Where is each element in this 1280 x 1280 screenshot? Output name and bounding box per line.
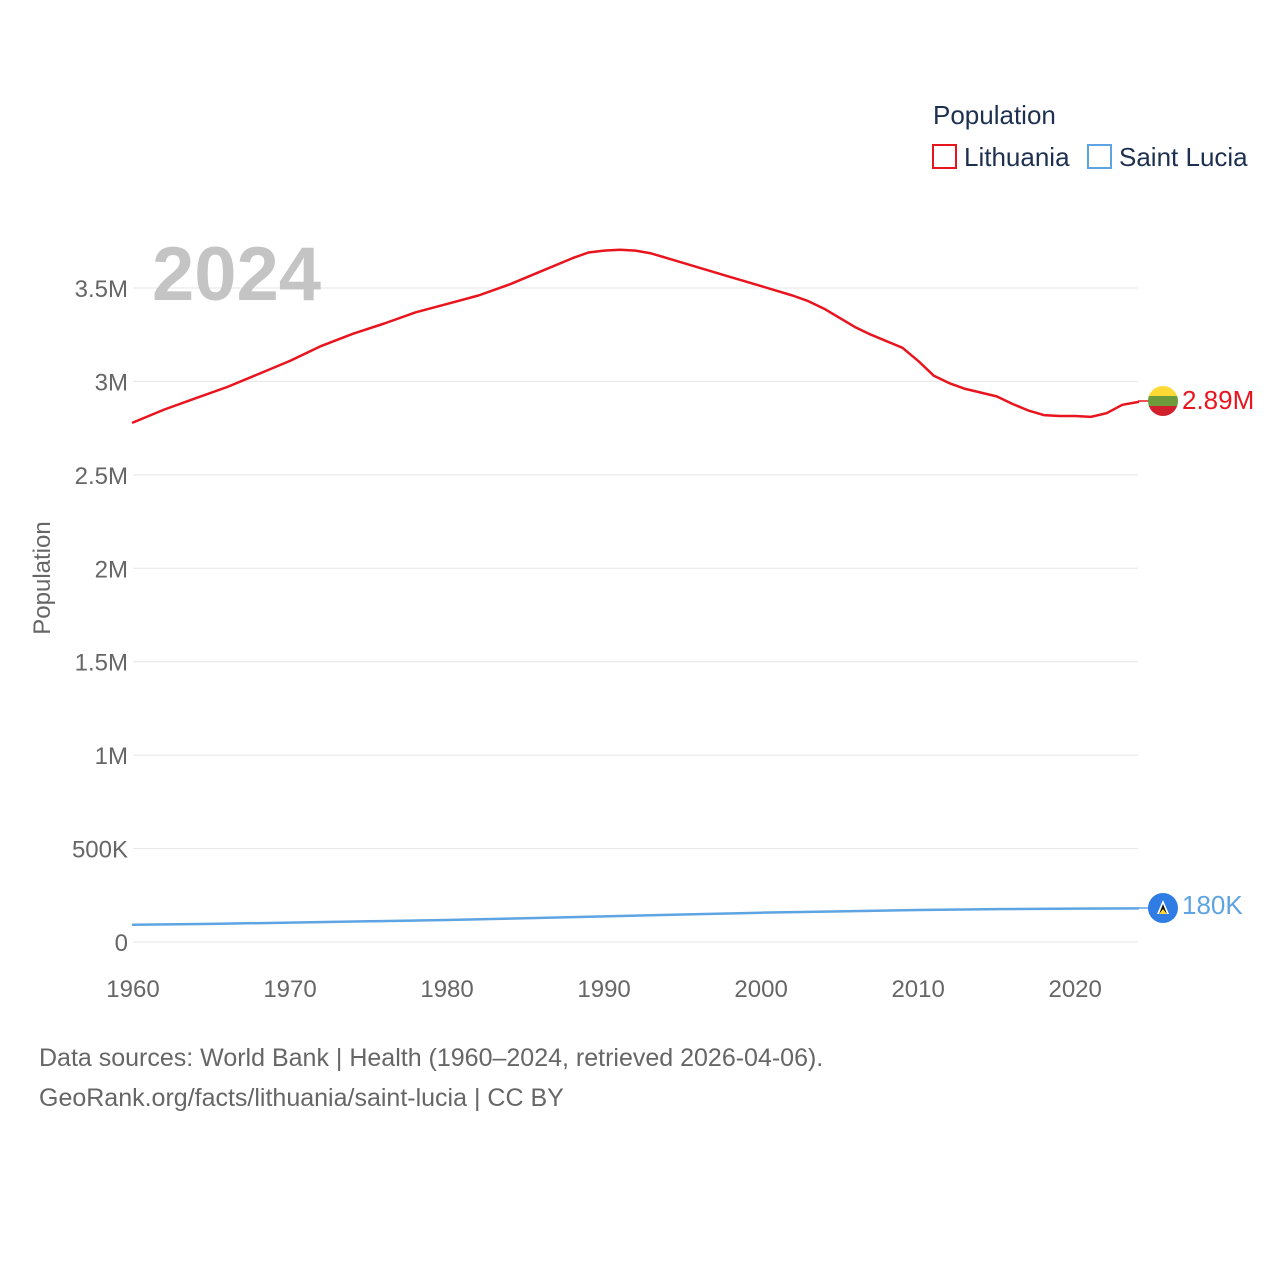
legend: Population Lithuania Saint Lucia xyxy=(932,100,1248,172)
saint-lucia-flag-icon xyxy=(1148,893,1178,923)
series-line-saint-lucia xyxy=(131,907,1140,927)
grid-lines xyxy=(133,287,1138,943)
legend-swatch-saint-lucia xyxy=(1087,144,1112,169)
x-tick-label: 1970 xyxy=(263,976,316,1003)
lithuania-flag-icon xyxy=(1148,386,1178,416)
x-tick-label: 2020 xyxy=(1048,976,1101,1003)
y-axis-ticks: 0 500K 1M 1.5M 2M 2.5M 3M 3.5M xyxy=(72,276,128,957)
y-tick-label: 3M xyxy=(95,369,128,396)
saint-lucia-end-value: 180K xyxy=(1182,890,1243,920)
legend-item-saint-lucia[interactable]: Saint Lucia xyxy=(1087,142,1248,172)
y-tick-label: 2.5M xyxy=(75,463,128,490)
y-tick-label: 1.5M xyxy=(75,650,128,677)
saint-lucia-end-marker: 180K xyxy=(1138,890,1243,923)
year-label: 2024 xyxy=(152,232,321,317)
legend-label-lithuania: Lithuania xyxy=(964,142,1070,172)
x-axis-ticks: 1960 1970 1980 1990 2000 2010 2020 xyxy=(106,976,1102,1003)
y-tick-label: 500K xyxy=(72,837,128,864)
series-lines xyxy=(131,248,1140,927)
legend-item-lithuania[interactable]: Lithuania xyxy=(932,142,1070,172)
x-tick-label: 1960 xyxy=(106,976,159,1003)
source-line-1: Data sources: World Bank | Health (1960–… xyxy=(39,1044,824,1072)
y-tick-label: 0 xyxy=(115,930,128,957)
y-tick-label: 1M xyxy=(95,743,128,770)
x-tick-label: 2010 xyxy=(891,976,944,1003)
lithuania-end-value: 2.89M xyxy=(1182,385,1254,415)
x-tick-label: 1990 xyxy=(577,976,630,1003)
y-tick-label: 2M xyxy=(95,556,128,583)
legend-swatch-lithuania xyxy=(932,144,957,169)
legend-label-saint-lucia: Saint Lucia xyxy=(1119,142,1248,172)
lithuania-end-marker: 2.89M xyxy=(1138,385,1254,416)
y-axis-title: Population xyxy=(29,521,56,634)
source-line-2: GeoRank.org/facts/lithuania/saint-lucia … xyxy=(39,1084,564,1112)
legend-title: Population xyxy=(933,100,1056,130)
y-tick-label: 3.5M xyxy=(75,276,128,303)
x-tick-label: 1980 xyxy=(420,976,473,1003)
series-line-lithuania xyxy=(131,248,1140,424)
x-tick-label: 2000 xyxy=(734,976,787,1003)
